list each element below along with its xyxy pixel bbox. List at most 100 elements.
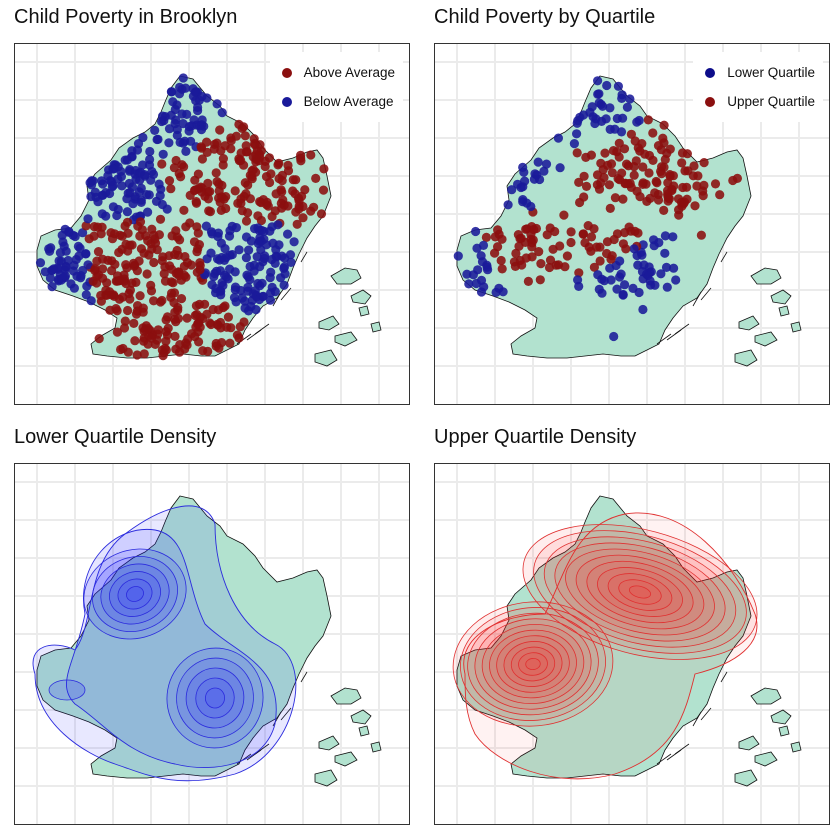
data-point xyxy=(271,251,281,261)
data-point xyxy=(283,160,293,170)
data-point xyxy=(642,196,652,206)
data-point xyxy=(479,282,489,292)
data-point xyxy=(35,258,46,268)
data-point xyxy=(60,271,70,281)
data-point xyxy=(125,285,135,295)
data-point xyxy=(213,320,223,330)
data-point xyxy=(90,264,100,274)
data-point xyxy=(157,159,167,169)
data-point xyxy=(273,220,283,230)
data-point xyxy=(654,238,664,248)
data-point xyxy=(204,206,214,216)
density-contour xyxy=(618,579,662,605)
island-shape xyxy=(370,321,382,333)
data-point xyxy=(170,331,180,341)
data-point xyxy=(214,193,224,203)
island-shape xyxy=(334,331,358,347)
panel-title-poverty: Child Poverty in Brooklyn xyxy=(14,6,238,28)
data-point xyxy=(226,136,236,146)
density-contour xyxy=(117,578,153,610)
data-point xyxy=(573,275,583,285)
data-point xyxy=(610,193,620,203)
data-point xyxy=(73,241,83,251)
data-point xyxy=(246,301,256,312)
data-point xyxy=(44,244,54,254)
data-point xyxy=(133,139,144,149)
data-point xyxy=(146,175,156,185)
data-point xyxy=(211,341,221,351)
data-point xyxy=(164,251,174,261)
data-point xyxy=(274,174,284,184)
data-point xyxy=(253,223,263,233)
data-point xyxy=(117,231,127,241)
data-point xyxy=(679,197,690,207)
data-point xyxy=(123,305,133,316)
density-contour xyxy=(474,618,592,710)
data-point xyxy=(600,148,610,158)
density-contour xyxy=(48,679,86,701)
data-point xyxy=(78,228,88,238)
brooklyn-map xyxy=(435,464,829,824)
data-point xyxy=(190,87,200,97)
data-point xyxy=(94,334,104,344)
island-shape xyxy=(738,315,760,331)
data-point xyxy=(650,188,660,198)
island-shape xyxy=(318,735,340,751)
data-point xyxy=(169,298,179,308)
data-point xyxy=(223,274,233,284)
data-point xyxy=(493,225,503,235)
data-point xyxy=(283,229,293,239)
data-point xyxy=(182,258,193,268)
density-contour xyxy=(204,687,226,709)
data-point xyxy=(555,241,565,251)
island-shape xyxy=(770,709,792,725)
data-point xyxy=(164,138,174,148)
data-point xyxy=(178,138,188,148)
data-point xyxy=(230,186,240,196)
data-point xyxy=(86,296,96,306)
data-point xyxy=(195,261,205,271)
data-point xyxy=(211,168,221,178)
data-point xyxy=(187,121,197,131)
data-point xyxy=(566,227,576,237)
data-point xyxy=(206,319,216,330)
density-contour xyxy=(166,647,264,749)
legend-item-lower-quartile: Lower Quartile xyxy=(701,58,815,87)
density-contour xyxy=(510,646,556,682)
data-point xyxy=(273,160,283,170)
data-point xyxy=(170,119,180,129)
data-point xyxy=(497,264,507,274)
data-point xyxy=(218,302,228,313)
data-point xyxy=(193,102,203,112)
island-shape xyxy=(778,725,790,737)
data-point xyxy=(693,171,703,181)
data-point xyxy=(190,185,201,195)
data-point xyxy=(182,313,192,323)
data-point xyxy=(121,260,131,270)
data-point xyxy=(144,250,154,260)
data-point xyxy=(671,275,681,285)
data-point xyxy=(715,190,725,200)
data-point xyxy=(283,201,293,211)
data-point xyxy=(226,144,236,154)
data-point xyxy=(205,186,215,197)
piers xyxy=(236,671,308,765)
data-point xyxy=(590,118,600,129)
data-point xyxy=(108,164,118,174)
data-point xyxy=(230,282,241,292)
data-point xyxy=(66,279,76,289)
data-point xyxy=(142,269,152,279)
density-contour xyxy=(92,556,178,632)
data-point xyxy=(515,234,525,244)
data-point xyxy=(648,155,658,165)
density-contour xyxy=(185,667,245,729)
data-point xyxy=(644,168,654,178)
data-point xyxy=(661,262,672,272)
data-point xyxy=(265,226,275,236)
data-point xyxy=(234,156,244,166)
data-point xyxy=(223,312,233,322)
data-point xyxy=(200,299,210,309)
density-contour xyxy=(195,677,235,719)
data-point xyxy=(562,251,572,261)
data-point xyxy=(164,176,175,186)
